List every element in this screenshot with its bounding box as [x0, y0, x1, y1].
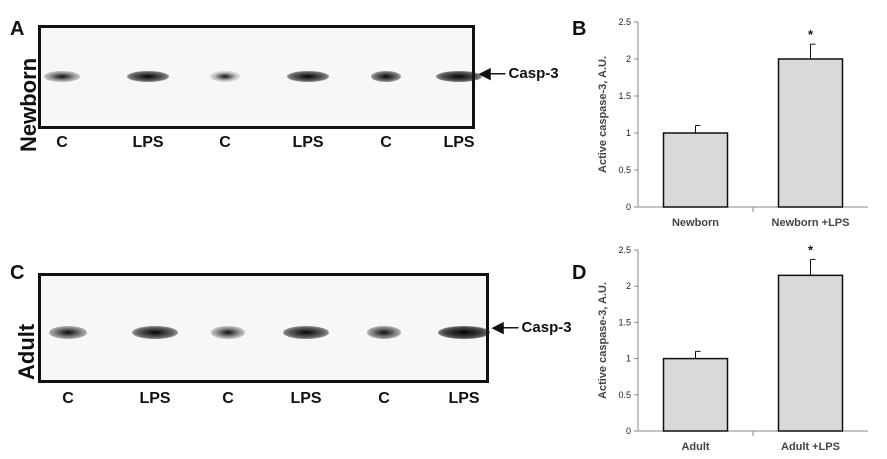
y-tick-label: 1.5: [618, 91, 631, 101]
blot-band: [371, 70, 401, 82]
lane-label: LPS: [292, 134, 324, 151]
y-tick-label: 2.5: [618, 17, 631, 27]
significance-star: *: [808, 27, 814, 42]
y-tick-label: 2.5: [618, 245, 631, 255]
x-category-label: Newborn: [672, 217, 719, 229]
bar-chart-newborn: 0 0.5 1 1.5 2 2.5 Active caspase-3, A.U. Newbor…: [597, 17, 868, 229]
marker-label-newborn: ◀— Casp-3: [479, 64, 559, 82]
y-tick-label: 0: [626, 202, 631, 212]
lane-label: C: [62, 390, 74, 407]
lane-label: LPS: [448, 390, 480, 407]
blot-band: [127, 70, 169, 82]
y-tick-label: 2: [626, 281, 631, 291]
blot-band: [49, 325, 87, 339]
marker-label-adult: ◀— Casp-3: [492, 318, 572, 336]
lane-label: LPS: [290, 390, 322, 407]
y-tick-label: 1: [626, 354, 631, 364]
bar: [662, 132, 729, 208]
y-axis-label: Active caspase-3, A.U.: [597, 282, 609, 399]
blot-band: [287, 70, 329, 82]
x-category-label: Newborn +LPS: [772, 217, 850, 229]
blot-band: [436, 70, 482, 82]
panel-letter-b: B: [572, 18, 587, 40]
bar-chart-adult: 0 0.5 1 1.5 2 2.5 Active caspase-3, A.U. Adult *…: [597, 242, 868, 453]
lane-label: C: [222, 390, 234, 407]
lane-label: LPS: [443, 134, 475, 151]
panel-letter-c: C: [10, 262, 25, 284]
blot-band: [211, 325, 245, 339]
western-blot-newborn: [38, 25, 482, 129]
y-tick-label: 0.5: [618, 165, 631, 175]
left-arrow-icon: ◀—: [492, 319, 519, 336]
blot-band: [367, 325, 401, 339]
panel-letter-d: D: [572, 262, 587, 284]
y-tick-label: 1: [626, 128, 631, 138]
y-tick-label: 0: [626, 426, 631, 436]
row-label-adult: Adult: [14, 323, 39, 380]
bar: [777, 58, 844, 208]
x-category-label: Adult +LPS: [781, 441, 840, 453]
blot-band: [210, 70, 240, 82]
marker-text: Casp-3: [521, 319, 572, 336]
y-axis-label: Active caspase-3, A.U.: [597, 56, 609, 173]
blot-band: [283, 325, 329, 339]
lane-label: C: [378, 390, 390, 407]
lane-label: C: [219, 134, 231, 151]
western-blot-adult: [38, 273, 490, 383]
lane-label: C: [380, 134, 392, 151]
blot-band: [438, 325, 490, 339]
panel-letter-a: A: [10, 18, 25, 40]
lane-label: LPS: [139, 390, 171, 407]
blot-band: [132, 325, 178, 339]
lane-label: LPS: [132, 134, 164, 151]
marker-text: Casp-3: [508, 65, 559, 82]
bar: [662, 357, 729, 432]
x-category-label: Adult: [681, 441, 709, 453]
y-tick-label: 0.5: [618, 390, 631, 400]
left-arrow-icon: ◀—: [479, 65, 506, 82]
y-tick-label: 1.5: [618, 317, 631, 327]
bar: [777, 274, 844, 432]
lane-label: C: [56, 134, 68, 151]
significance-star: *: [808, 242, 814, 257]
y-tick-label: 2: [626, 54, 631, 64]
blot-band: [44, 70, 80, 82]
